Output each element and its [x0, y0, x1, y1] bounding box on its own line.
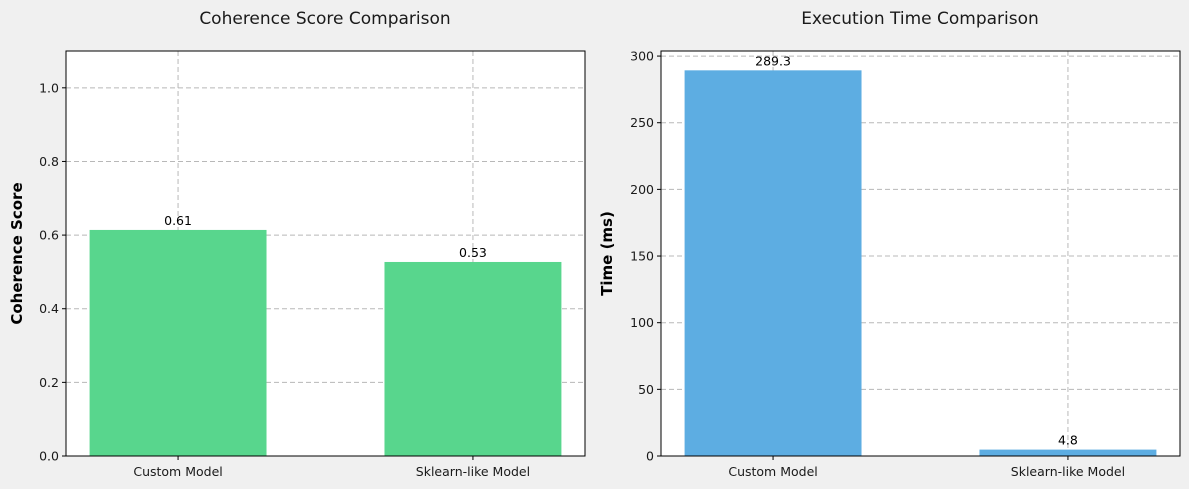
y-axis-label: Time (ms) [598, 211, 616, 296]
y-tick-label: 50 [638, 382, 654, 397]
data-label-1: 4.8 [1058, 433, 1078, 448]
y-tick-label: 0.8 [39, 154, 59, 169]
y-tick-label: 250 [630, 115, 654, 130]
y-tick-label: 1.0 [39, 80, 59, 95]
y-tick-label: 0.0 [39, 449, 59, 464]
y-tick-label: 0.4 [39, 301, 59, 316]
execution-time-chart-panel: 289.3 4.8 0 50 100 150 200 250 300 Custom Model S… [598, 9, 1181, 479]
y-axis-label: Coherence Score [8, 182, 26, 324]
y-tick-label: 0.2 [39, 375, 59, 390]
bar-0 [89, 229, 267, 456]
bar-1 [979, 449, 1157, 456]
y-tick-label: 0 [646, 449, 654, 464]
x-tick-label: Custom Model [133, 464, 222, 479]
chart-title: Execution Time Comparison [801, 9, 1039, 29]
bar-0 [684, 70, 862, 457]
y-tick-label: 200 [630, 182, 654, 197]
data-label-1: 0.53 [459, 245, 487, 260]
y-tick-label: 0.6 [39, 228, 59, 243]
chart-title: Coherence Score Comparison [199, 9, 450, 29]
data-label-0: 0.61 [164, 213, 192, 228]
coherence-chart-panel: 0.61 0.53 0.0 0.2 0.4 0.6 0.8 1.0 Custom Model S… [8, 9, 586, 479]
x-tick-label: Sklearn-like Model [416, 464, 530, 479]
y-tick-label: 100 [630, 315, 654, 330]
y-tick-label: 300 [630, 49, 654, 64]
x-tick-label: Custom Model [728, 464, 817, 479]
data-label-0: 289.3 [755, 53, 791, 68]
plot-frame [65, 50, 586, 457]
x-tick-label: Sklearn-like Model [1011, 464, 1125, 479]
y-tick-label: 150 [630, 249, 654, 264]
bar-1 [384, 261, 562, 456]
plot-frame [660, 50, 1181, 457]
